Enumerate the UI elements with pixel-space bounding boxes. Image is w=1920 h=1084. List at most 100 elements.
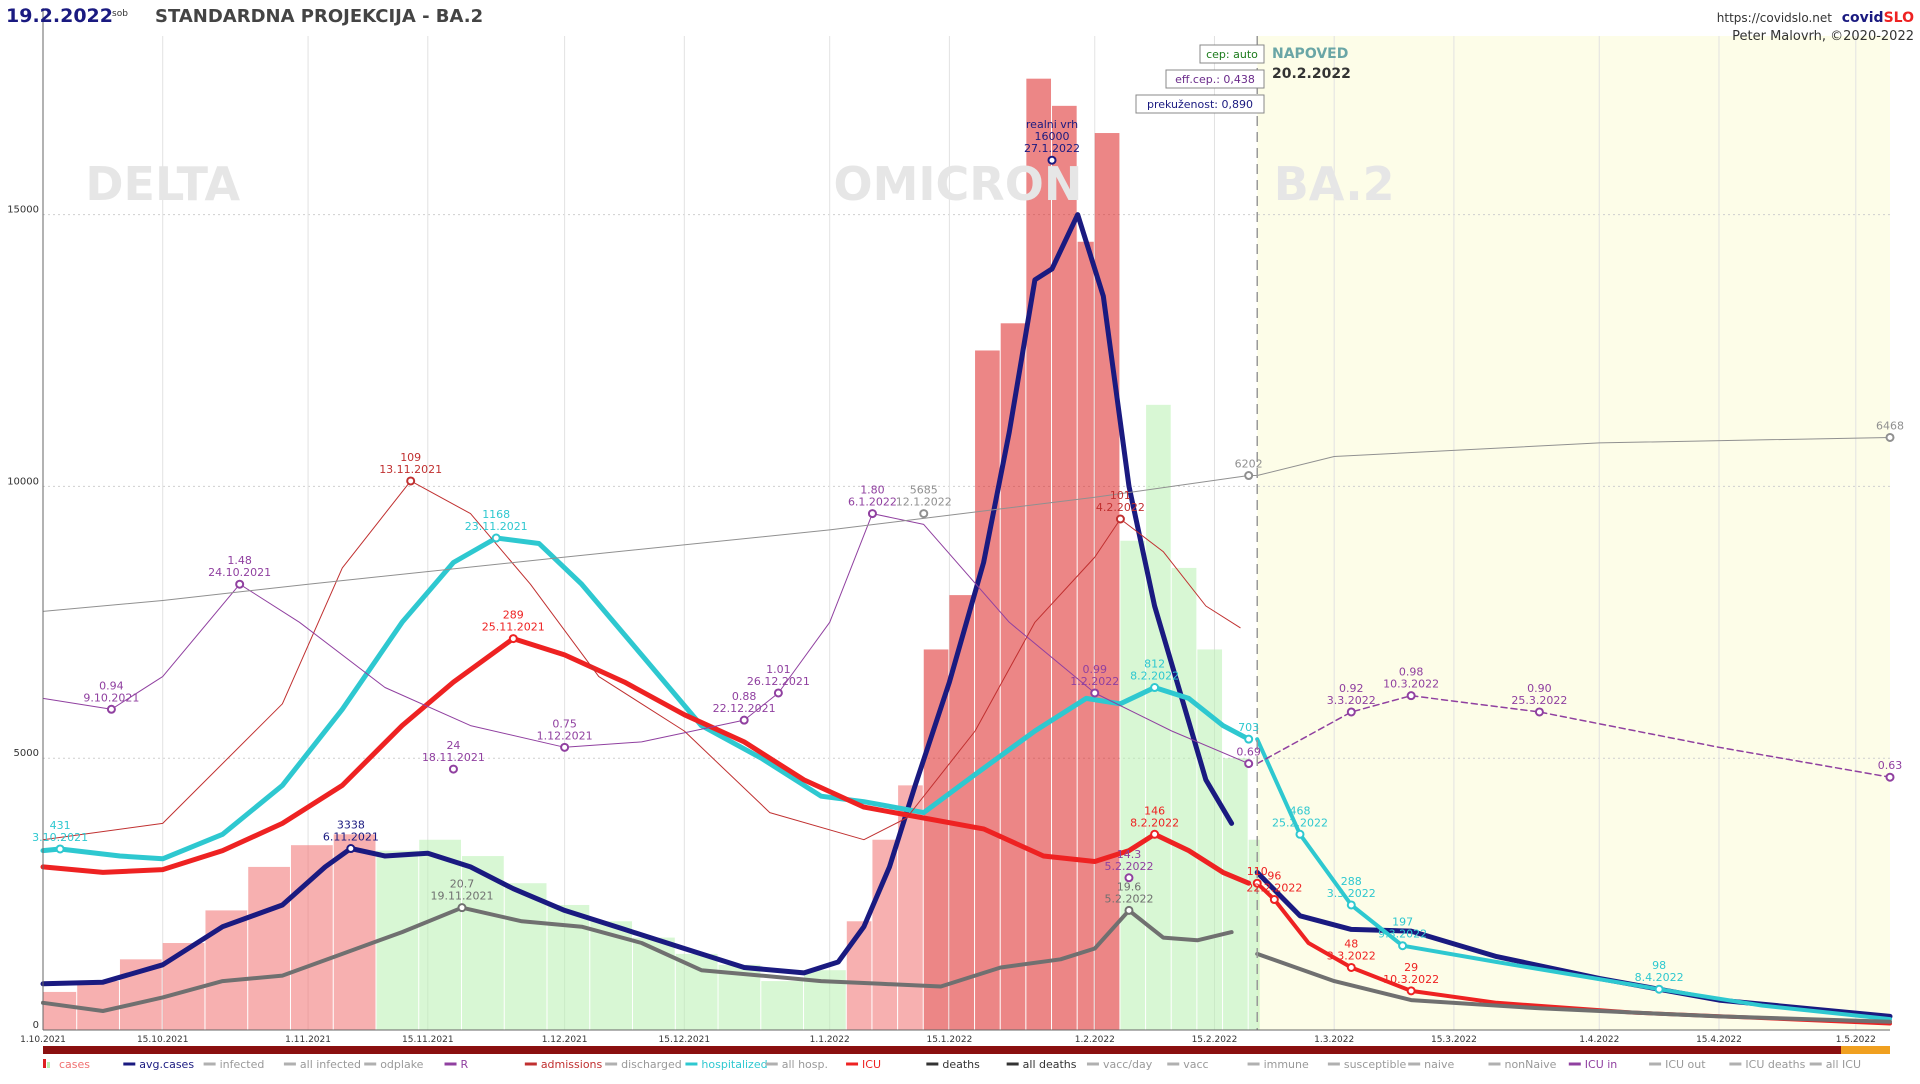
x-tick-label: 15.10.2021: [137, 1035, 189, 1045]
legend-item: deaths: [942, 1058, 980, 1071]
annotation-label: 26.12.2021: [747, 675, 810, 688]
annotation-marker: [448, 764, 458, 774]
brand-prefix: covid: [1842, 10, 1884, 26]
y-tick-label: 15000: [7, 205, 39, 216]
series-lines: [40, 36, 1893, 1030]
wave-labels: DELTA OMICRON BA.2: [85, 157, 1394, 211]
series-line-hospitalized-forecast: [1255, 737, 1892, 1022]
annotation-label: 1168: [482, 508, 510, 521]
annotation-label: 1.01: [766, 663, 791, 676]
cases-bar: [290, 845, 333, 1030]
series-line-avg-cases: [40, 212, 1235, 987]
cases-bar: [975, 350, 1000, 1030]
header-weekday: sob: [112, 9, 128, 19]
annotation-marker: [1047, 155, 1057, 165]
y-tick-label: 10000: [7, 476, 39, 487]
cases-bar: [923, 649, 949, 1030]
annotation-label: 48: [1344, 937, 1358, 950]
annotation-label: 101: [1110, 489, 1131, 502]
annotation-marker: [1654, 984, 1664, 994]
cases-bar: [675, 953, 718, 1030]
napoved-label: NAPOVED: [1272, 46, 1348, 62]
series-line-deaths-forecast: [1255, 951, 1892, 1024]
legend-item: nonNaive: [1504, 1058, 1556, 1071]
cases-bar: [43, 991, 77, 1030]
annotation-marker: [346, 844, 356, 854]
legend-item: susceptible: [1344, 1058, 1407, 1071]
annotation-label: 3.3.2022: [1327, 887, 1376, 900]
annotation-label: 289: [503, 609, 524, 622]
annotation-label: 146: [1144, 804, 1165, 817]
annotation-marker: [560, 742, 570, 752]
annotation-label: 1.48: [227, 554, 252, 567]
annotation-marker: [406, 476, 416, 486]
series-line-r-forecast: [1256, 694, 1891, 778]
legend-item: naive: [1424, 1058, 1454, 1071]
annotation-label: 4.2.2022: [1096, 501, 1145, 514]
wave-label: BA.2: [1274, 157, 1395, 211]
annotation-label: 6.1.2022: [848, 496, 897, 509]
cases-bar: [1077, 241, 1094, 1031]
legend-item: odplake: [380, 1058, 423, 1071]
annotation-marker: [1150, 829, 1160, 839]
annotation-label: 96: [1267, 870, 1281, 883]
annotation-label: 25.3.2022: [1511, 694, 1567, 707]
annotation-marker: [1124, 873, 1134, 883]
annotation-marker: [773, 688, 783, 698]
annotation-label: 10.3.2022: [1383, 678, 1439, 691]
annotation-label: 22.2.2022: [1246, 882, 1302, 895]
annotation-label: 288: [1341, 875, 1362, 888]
header-date: 19.2.2022: [6, 5, 113, 27]
annotation-label: 3.10.2021: [32, 831, 88, 844]
annotation-marker: [1346, 900, 1356, 910]
cep-label: cep: auto: [1206, 48, 1258, 61]
annotation-label: 18.11.2021: [422, 751, 485, 764]
annotation-label: 0.98: [1399, 666, 1424, 679]
legend-item: hospitalized: [701, 1058, 767, 1071]
axes: [42, 8, 1890, 1031]
annotation-label: 19.6: [1117, 880, 1142, 893]
annotation-marker: [1124, 905, 1134, 915]
legend-item: all ICU: [1826, 1058, 1861, 1071]
annotation-marker: [55, 844, 65, 854]
annotation-label: 3.3.2022: [1327, 694, 1376, 707]
legend-item: all infected: [300, 1058, 361, 1071]
annotation-marker: [1252, 878, 1262, 888]
x-tick-label: 1.11.2021: [285, 1035, 331, 1045]
legend-item: all hosp.: [782, 1058, 828, 1071]
annotation-label: 197: [1392, 916, 1413, 929]
legend-item: R: [461, 1058, 469, 1071]
annotation-label: 12.1.2022: [896, 496, 952, 509]
x-tick-label: 1.3.2022: [1314, 1035, 1354, 1045]
annotation-label: 8.2.2022: [1130, 816, 1179, 829]
source-url: https://covidslo.net: [1717, 11, 1833, 25]
cep-box: [1199, 44, 1265, 64]
annotation-label: 23.11.2021: [465, 520, 528, 533]
x-tick-label: 15.4.2022: [1696, 1035, 1742, 1045]
wave-label: OMICRON: [834, 157, 1083, 211]
annotation-label: 14.3: [1117, 848, 1142, 861]
annotation-marker: [1244, 734, 1254, 744]
y-tick-label: 5000: [14, 748, 39, 759]
cases-bar: [333, 834, 376, 1030]
cases-bar: [1248, 839, 1260, 1030]
annotation-label: 5.2.2022: [1104, 860, 1153, 873]
legend-item: immune: [1264, 1058, 1309, 1071]
legend-item: cases: [59, 1058, 90, 1071]
legend-swatch: [43, 1059, 46, 1068]
annotation-label: 0.99: [1083, 663, 1108, 676]
x-tick-label: 1.1.2022: [810, 1035, 850, 1045]
annotation-marker: [491, 533, 501, 543]
annotation-label: 27.1.2022: [1024, 142, 1080, 155]
legend-item: ICU deaths: [1745, 1058, 1805, 1071]
annotation-marker: [867, 509, 877, 519]
annotation-marker: [1244, 759, 1254, 769]
annotation-marker: [1398, 941, 1408, 951]
brand-logo: covidSLO: [1842, 10, 1914, 26]
annotation-label: 19.11.2021: [431, 890, 494, 903]
author-credit: Peter Malovrh, ©2020-2022: [1732, 29, 1914, 44]
annotation-label: 25.11.2021: [482, 621, 545, 634]
legend-item: discharged: [621, 1058, 682, 1071]
